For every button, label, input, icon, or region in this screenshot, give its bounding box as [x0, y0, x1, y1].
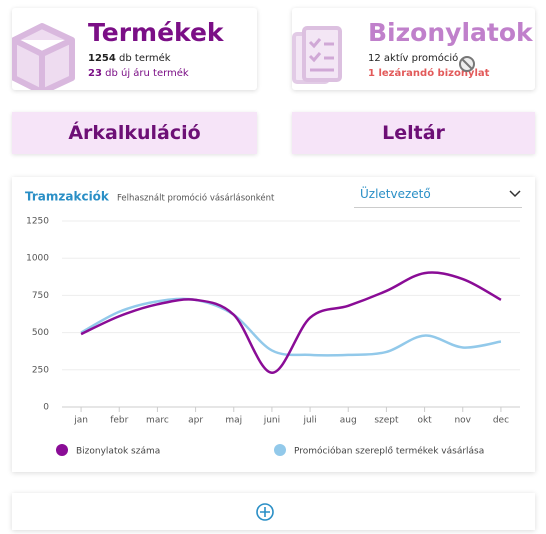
document-icon [292, 26, 342, 84]
card-line: 1254 db termék [88, 53, 171, 64]
x-tick-label: febr [110, 416, 128, 426]
y-tick-label: 1250 [26, 217, 49, 227]
text: db új áru termék [105, 68, 189, 79]
chart-title: Tramzakciók [25, 190, 110, 204]
x-tick-label: dec [493, 416, 509, 426]
y-tick-label: 1000 [26, 254, 49, 264]
chart-subtitle: Felhasznált promóció vásárlásonként [117, 193, 275, 204]
card-title: Termékek [88, 18, 224, 47]
x-tick-label: apr [188, 416, 203, 426]
dropdown-value: Üzletvezető [360, 187, 431, 201]
text: lezárandó bizonylat [378, 68, 490, 79]
add-bar [12, 493, 535, 530]
card-line: 12 aktív promóció [368, 53, 458, 64]
x-tick-label: szept [374, 416, 399, 426]
series-line [80, 297, 502, 357]
legend-swatch [274, 444, 286, 456]
series-line [80, 271, 502, 375]
x-tick-label: juni [263, 416, 280, 426]
count: 1254 [88, 53, 116, 64]
dropdown[interactable]: Üzletvezető [354, 181, 522, 208]
documents-card[interactable]: Bizonylatok 12 aktív promóció 1 lezárand… [292, 8, 535, 90]
x-tick-label: maj [225, 416, 242, 426]
add-button[interactable] [255, 502, 275, 522]
cube-icon [12, 23, 75, 90]
card-title: Bizonylatok [368, 18, 533, 47]
card-line: 1 lezárandó bizonylat [368, 68, 489, 79]
y-tick-label: 250 [32, 365, 49, 375]
button[interactable]: Leltár [292, 112, 535, 154]
legend-swatch [56, 444, 68, 456]
text: db termék [119, 53, 171, 64]
button[interactable]: Árkalkuláció [12, 112, 257, 154]
x-tick-label: jan [73, 416, 88, 426]
y-tick-label: 750 [32, 291, 49, 301]
y-tick-label: 500 [32, 328, 49, 338]
count: 23 [88, 68, 102, 79]
text: aktív promóció [383, 53, 459, 64]
x-tick-label: juli [302, 416, 316, 426]
card-line: 23 db új áru termék [88, 68, 189, 79]
y-tick-label: 0 [43, 403, 49, 413]
products-card[interactable]: Termékek 1254 db termék 23 db új áru ter… [12, 8, 257, 90]
x-tick-label: marc [146, 416, 169, 426]
chart: Tramzakciók Felhasznált promóció vásárlá… [25, 190, 520, 457]
x-tick-label: okt [417, 416, 432, 426]
count: 12 [368, 53, 381, 64]
chevron [509, 190, 521, 198]
legend-label: Bizonylatok száma [76, 447, 160, 457]
x-tick-label: aug [340, 416, 357, 426]
count: 1 [368, 68, 375, 79]
ban-icon [459, 56, 475, 72]
x-tick-label: nov [454, 416, 471, 426]
legend-label: Promócióban szereplő termékek vásárlása [294, 446, 484, 457]
